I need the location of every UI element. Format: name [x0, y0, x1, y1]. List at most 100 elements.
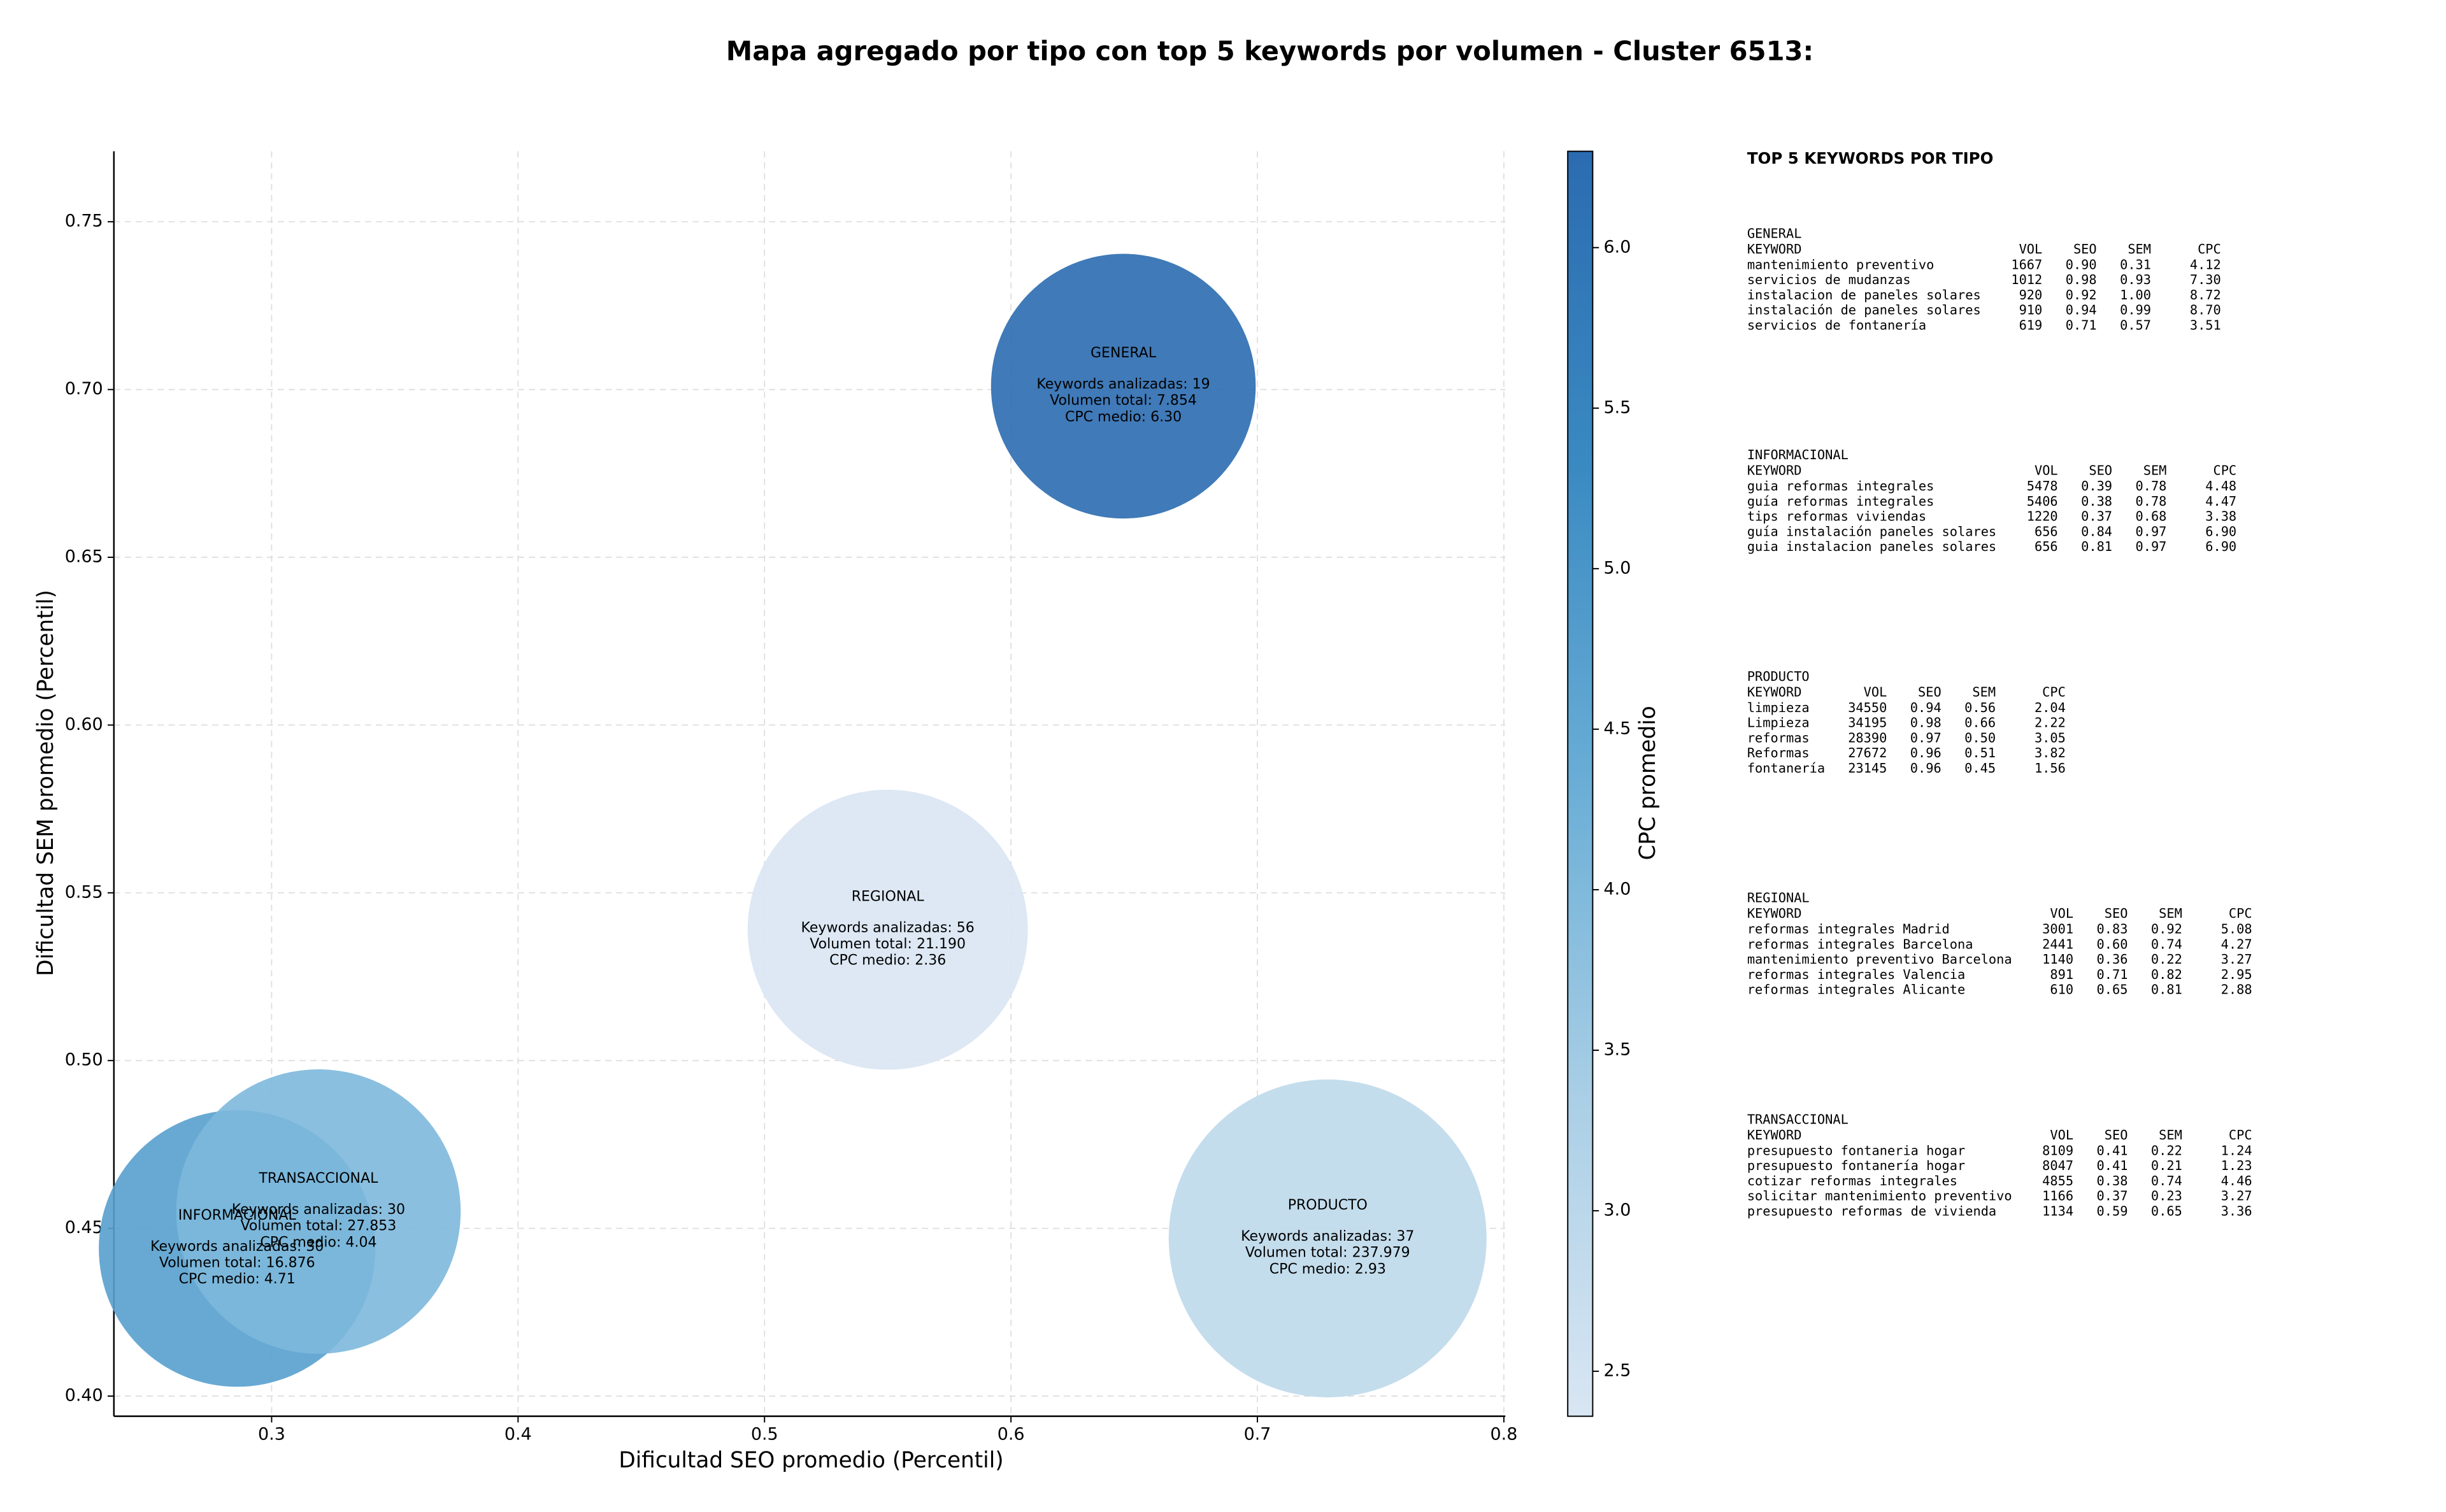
- table-cell: 4.47: [2205, 494, 2236, 509]
- table-cell: 7.30: [2190, 272, 2221, 287]
- table-cell: mantenimiento preventivo: [1747, 257, 1935, 272]
- table-cell: Reformas: [1747, 745, 1810, 760]
- table-cell: 656: [2035, 524, 2058, 539]
- table-cell: 891: [2050, 967, 2073, 982]
- table-cell: 0.92: [2151, 922, 2182, 937]
- table-cell: 0.45: [1964, 760, 1996, 776]
- table-cell: 619: [2019, 317, 2043, 332]
- bubble-annotation: Volumen total: 7.854: [1050, 393, 1197, 409]
- table-cell: 4.12: [2190, 257, 2221, 272]
- x-tick-label: 0.8: [1491, 1425, 1518, 1444]
- y-tick-label: 0.75: [65, 211, 103, 231]
- column-header: CPC: [2229, 906, 2252, 921]
- table-cell: limpieza: [1747, 700, 1810, 715]
- table-cell: tips reformas viviendas: [1747, 509, 1926, 524]
- column-header: KEYWORD: [1747, 684, 1802, 699]
- table-cell: 0.97: [2135, 539, 2166, 554]
- table-cell: 0.38: [2097, 1173, 2128, 1188]
- table-cell: 0.96: [1910, 760, 1942, 776]
- table-cell: 3.51: [2190, 317, 2221, 332]
- table-cell: 0.21: [2151, 1158, 2182, 1173]
- column-header: SEO: [2105, 1127, 2128, 1143]
- table-cell: 0.74: [2151, 1173, 2182, 1188]
- table-cell: 4.27: [2221, 936, 2252, 952]
- column-header: CPC: [2213, 463, 2236, 478]
- bubble: [991, 253, 1256, 519]
- table-cell: reformas integrales Madrid: [1747, 922, 1950, 937]
- bubble-annotation: Keywords analizadas: 30: [232, 1202, 405, 1218]
- table-cell: Limpieza: [1747, 715, 1810, 731]
- bubble-annotation: CPC medio: 4.71: [179, 1271, 296, 1287]
- table-cell: 0.41: [2097, 1143, 2128, 1158]
- bubble-annotation: Volumen total: 16.876: [159, 1255, 315, 1271]
- table-cell: 0.90: [2066, 257, 2097, 272]
- bubble-annotation: Keywords analizadas: 19: [1036, 376, 1210, 392]
- table-cell: servicios de fontanería: [1747, 317, 1926, 332]
- table-cell: 0.23: [2151, 1188, 2182, 1204]
- bubble-annotation: CPC medio: 2.93: [1269, 1261, 1386, 1277]
- y-tick-label: 0.70: [65, 379, 103, 399]
- table-cell: 1140: [2042, 952, 2073, 967]
- table-cell: 6.90: [2205, 539, 2236, 554]
- column-header: CPC: [2042, 684, 2066, 699]
- colorbar-tick-label: 4.0: [1604, 879, 1631, 899]
- table-cell: 0.74: [2151, 936, 2182, 952]
- column-header: KEYWORD: [1747, 906, 1802, 921]
- table-cell: 3.82: [2035, 745, 2066, 760]
- table-cell: 8.72: [2190, 287, 2221, 303]
- bubble: [747, 789, 1028, 1070]
- column-header: SEO: [2105, 906, 2128, 921]
- table-cell: 0.65: [2151, 1203, 2182, 1218]
- y-tick-label: 0.40: [65, 1386, 103, 1406]
- table-cell: guia instalacion paneles solares: [1747, 539, 1996, 554]
- y-tick-label: 0.50: [65, 1050, 103, 1070]
- table-cell: reformas: [1747, 730, 1810, 745]
- table-cell: 0.97: [1910, 730, 1942, 745]
- table-cell: guía instalación paneles solares: [1747, 524, 1996, 539]
- bubble-annotation: Keywords analizadas: 56: [801, 920, 975, 936]
- table-cell: 28390: [1848, 730, 1887, 745]
- table-cell: cotizar reformas integrales: [1747, 1173, 1957, 1188]
- table-cell: 3.27: [2221, 952, 2252, 967]
- table-cell: 0.38: [2081, 494, 2112, 509]
- column-header: SEO: [1918, 684, 1942, 699]
- x-tick-label: 0.5: [751, 1425, 778, 1444]
- panel-title: TOP 5 KEYWORDS POR TIPO: [1747, 149, 1994, 168]
- table-cell: 1.23: [2221, 1158, 2252, 1173]
- table-cell: 1.56: [2035, 760, 2066, 776]
- bubble-annotation: CPC medio: 4.04: [260, 1234, 376, 1250]
- y-tick-label: 0.60: [65, 715, 103, 734]
- colorbar-tick-label: 5.0: [1604, 558, 1631, 578]
- x-tick-label: 0.6: [998, 1425, 1025, 1444]
- table-cell: 0.83: [2097, 922, 2128, 937]
- table-cell: 34550: [1848, 700, 1887, 715]
- bubble-annotation: Keywords analizadas: 37: [1241, 1229, 1414, 1245]
- table-cell: 920: [2019, 287, 2043, 303]
- table-cell: 2.22: [2035, 715, 2066, 731]
- table-cell: 0.78: [2135, 478, 2166, 494]
- bubble-label: GENERAL: [1091, 345, 1157, 361]
- column-header: SEM: [1972, 684, 1996, 699]
- bubble-annotation: Volumen total: 27.853: [241, 1218, 397, 1234]
- table-cell: 1220: [2027, 509, 2058, 524]
- table-cell: 656: [2035, 539, 2058, 554]
- table-cell: reformas integrales Barcelona: [1747, 936, 1973, 952]
- table-cell: 8109: [2042, 1143, 2073, 1158]
- table-cell: 910: [2019, 303, 2043, 318]
- table-cell: 6.90: [2205, 524, 2236, 539]
- table-cell: 1667: [2011, 257, 2042, 272]
- table-cell: 4.48: [2205, 478, 2236, 494]
- table-cell: 1134: [2042, 1203, 2073, 1218]
- table-cell: reformas integrales Valencia: [1747, 967, 1965, 982]
- column-header: CPC: [2198, 241, 2221, 257]
- table-cell: 0.81: [2081, 539, 2112, 554]
- table-cell: 2.88: [2221, 982, 2252, 997]
- bubble-annotation: CPC medio: 6.30: [1065, 409, 1182, 425]
- table-cell: 0.96: [1910, 745, 1942, 760]
- table-cell: 0.98: [1910, 715, 1942, 731]
- y-tick-label: 0.65: [65, 546, 103, 566]
- table-cell: 8047: [2042, 1158, 2073, 1173]
- colorbar-tick-label: 2.5: [1604, 1361, 1631, 1381]
- table-cell: 0.57: [2120, 317, 2151, 332]
- x-tick-label: 0.7: [1244, 1425, 1271, 1444]
